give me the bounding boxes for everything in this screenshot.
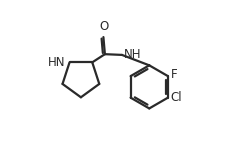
Text: Cl: Cl [171, 91, 182, 104]
Text: F: F [171, 68, 177, 81]
Text: NH: NH [124, 48, 141, 61]
Text: HN: HN [48, 56, 66, 69]
Text: O: O [99, 20, 109, 33]
